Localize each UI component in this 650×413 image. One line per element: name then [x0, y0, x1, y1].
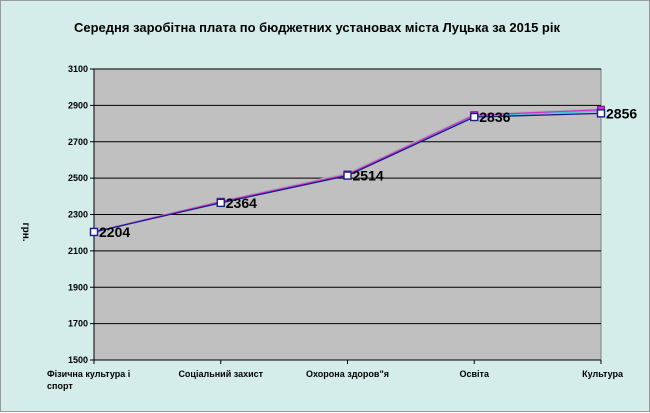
y-tick-label-6: 2700: [68, 137, 88, 147]
y-tick-label-8: 3100: [68, 64, 88, 74]
data-label-4: 2856: [606, 105, 637, 121]
series-0-point-0: [89, 227, 99, 237]
data-label-0: 2204: [99, 224, 130, 240]
y-tick-label-7: 2900: [68, 100, 88, 110]
y-tick-label-1: 1700: [68, 319, 88, 329]
data-label-1: 2364: [226, 195, 257, 211]
x-tick-label-3: Освіта: [460, 369, 490, 379]
series-0-point-1: [216, 198, 225, 208]
plot-area: 1500 1700 1900 2100 2300 2500 2700 2900 3100 Фізи…: [47, 64, 637, 391]
x-tick-label-2: Охорона здоров"я: [306, 369, 389, 379]
x-tick-label-0: Фізична культура і спорт: [47, 369, 130, 391]
series-0-point-4: [596, 109, 606, 118]
x-tick-label-4: Культура: [582, 369, 624, 379]
data-label-3: 2836: [479, 109, 510, 125]
y-tick-label-0: 1500: [68, 355, 88, 365]
y-tick-label-5: 2500: [68, 173, 88, 183]
x-tick-label-1: Соціальний захист: [178, 369, 263, 379]
y-axis-label: грн.: [20, 222, 31, 241]
y-tick-label-2: 1900: [68, 282, 88, 292]
chart-title: Середня заробітна плата по бюджетних уст…: [74, 20, 561, 35]
series-0-point-3: [470, 112, 479, 122]
y-tick-label-3: 2100: [68, 246, 88, 256]
series-0-point-2: [343, 171, 352, 180]
y-tick-label-4: 2300: [68, 210, 88, 220]
data-label-2: 2514: [353, 168, 384, 184]
